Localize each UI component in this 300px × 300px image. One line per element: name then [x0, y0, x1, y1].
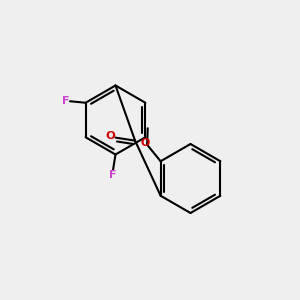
Text: O: O	[141, 138, 150, 148]
Text: F: F	[62, 96, 69, 106]
Text: F: F	[109, 170, 117, 180]
Text: O: O	[105, 131, 115, 141]
